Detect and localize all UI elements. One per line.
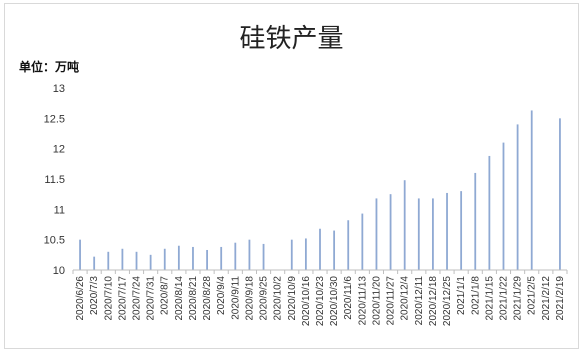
x-tick-label: 2020/8/14 [174, 276, 185, 321]
bar [389, 194, 392, 270]
bar [135, 251, 138, 270]
x-tick-label: 2020/11/6 [343, 276, 354, 320]
x-tick-label: 2020/7/10 [103, 276, 114, 321]
y-tick-label: 12 [53, 144, 65, 156]
bar [220, 246, 223, 270]
bar [248, 239, 251, 270]
x-tick-label: 2021/1/8 [470, 276, 481, 315]
y-tick-label: 10.5 [44, 235, 65, 247]
bar [474, 172, 477, 270]
bar [347, 220, 350, 270]
x-tick-label: 2020/9/25 [259, 276, 270, 321]
x-tick-label: 2020/10/30 [329, 276, 340, 326]
y-tick-label: 10 [53, 265, 65, 277]
x-tick-label: 2020/10/23 [315, 276, 326, 326]
bar [149, 254, 152, 270]
x-tick-label: 2020/8/21 [188, 276, 199, 321]
y-axis: 10 10.5 11 11.5 12 12.5 13 [44, 83, 65, 277]
x-tick-label: 2021/1/29 [513, 276, 524, 321]
bar [502, 142, 505, 270]
bar [163, 248, 166, 270]
x-tick-label: 2020/11/13 [357, 276, 368, 326]
chart-title: 硅铁产量 [239, 24, 344, 54]
y-tick-label: 11.5 [44, 174, 65, 186]
x-tick-label: 2020/9/4 [216, 276, 227, 315]
bar [333, 230, 336, 270]
bar [530, 110, 533, 271]
bar [234, 242, 237, 270]
x-tick-label: 2020/8/28 [202, 276, 213, 321]
bar [304, 238, 307, 270]
x-tick-label: 2020/10/2 [273, 276, 284, 321]
x-tick-label: 2021/1/15 [484, 276, 495, 321]
chart-frame: 硅铁产量 单位：万吨 10 10.5 11 11.5 12 12.5 13 2020/6/2… [4, 3, 579, 349]
y-tick-label: 13 [53, 83, 65, 95]
bar-series [79, 110, 561, 271]
x-tick-label: 2020/9/11 [230, 276, 241, 320]
x-tick-label: 2020/7/17 [117, 276, 128, 321]
x-tick-label: 2020/7/24 [132, 276, 143, 321]
x-tick-label: 2021/1/22 [498, 276, 509, 321]
bar [403, 180, 406, 270]
x-tick-label: 2020/11/27 [386, 276, 397, 326]
bar [488, 155, 491, 270]
x-tick-label: 2021/2/5 [527, 276, 538, 315]
x-tick-label: 2020/7/31 [146, 276, 157, 321]
x-tick-label: 2020/10/9 [287, 276, 298, 321]
bar [192, 246, 194, 270]
bar [290, 239, 293, 270]
x-tick-label: 2021/1/1 [456, 276, 467, 315]
bar [107, 251, 110, 270]
y-tick-label: 12.5 [44, 113, 65, 125]
bar [516, 124, 519, 271]
x-tick-label: 2020/12/11 [414, 276, 425, 326]
x-tick-label: 2020/8/7 [160, 276, 171, 315]
bar [446, 192, 448, 270]
x-tick-label: 2020/12/4 [400, 276, 411, 321]
x-tick-label: 2021/2/19 [555, 276, 566, 321]
bar [177, 245, 180, 270]
bar [375, 198, 378, 270]
x-tick-label: 2020/10/16 [301, 276, 312, 326]
y-tick-label: 11 [54, 204, 65, 216]
bar [319, 228, 321, 270]
bar [417, 198, 420, 270]
bar [559, 118, 561, 270]
bar [361, 213, 364, 270]
x-tick-label: 2020/11/20 [371, 276, 382, 326]
x-tick-label: 2020/12/25 [442, 276, 453, 326]
x-tick-label: 2021/2/12 [541, 276, 552, 321]
bar [121, 248, 124, 270]
bar [262, 243, 265, 270]
x-tick-label: 2020/12/18 [428, 276, 439, 326]
x-tick-label: 2020/9/18 [244, 276, 255, 321]
unit-label: 单位：万吨 [19, 60, 80, 74]
x-tick-label: 2020/7/3 [89, 276, 100, 315]
bar [93, 256, 96, 270]
x-tick-label: 2020/6/26 [75, 276, 86, 321]
bar [460, 191, 463, 270]
bar [79, 239, 81, 270]
bar [206, 249, 208, 270]
x-axis: 2020/6/26 2020/7/3 2020/7/10 2020/7/17 2020/… [72, 269, 568, 326]
bar [432, 198, 434, 270]
